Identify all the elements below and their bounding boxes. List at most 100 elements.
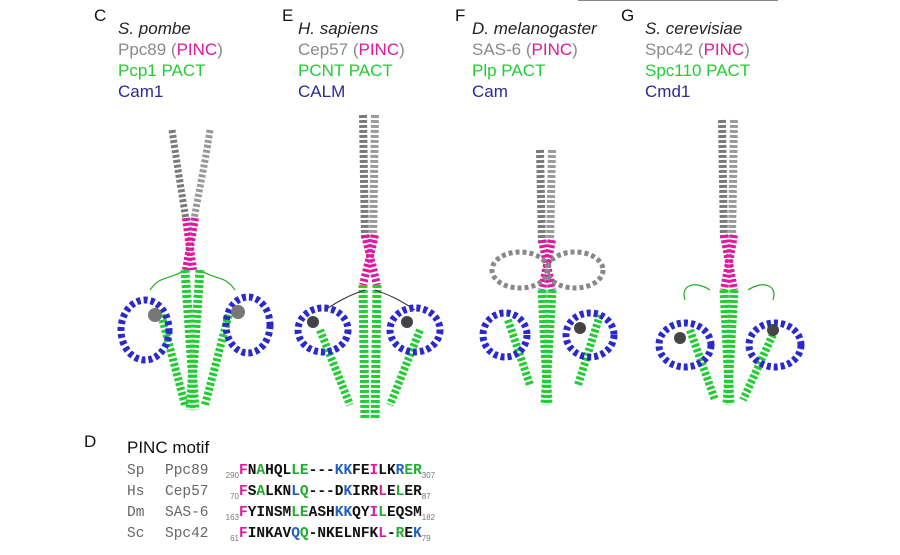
- residue: -: [386, 526, 396, 542]
- residue: K: [386, 463, 396, 479]
- residue: F: [239, 463, 248, 479]
- residue: L: [378, 484, 387, 500]
- residue: A: [273, 526, 283, 542]
- residue: N: [352, 526, 361, 542]
- calmodulin-label: Cam1: [118, 82, 164, 101]
- residue: -: [308, 526, 318, 542]
- residue: E: [299, 463, 309, 479]
- pact-label: Spc110 PACT: [645, 61, 751, 80]
- species-label: S. pombe: [118, 19, 191, 38]
- residue: R: [360, 484, 370, 500]
- species-code: Sp: [127, 463, 145, 479]
- end-residue-number: 87: [421, 492, 431, 501]
- partner-label: Ppc89 (PINC): [118, 40, 223, 59]
- residue: F: [239, 505, 248, 521]
- top-rule: [578, 0, 778, 1]
- residue: F: [239, 526, 248, 542]
- pact-label: PCNT PACT: [298, 61, 393, 80]
- residue: S: [317, 505, 327, 521]
- residue: R: [413, 463, 422, 479]
- residue: N: [265, 505, 274, 521]
- partner-label: Spc42 (PINC): [645, 40, 750, 59]
- residue: I: [369, 463, 379, 479]
- panel-letter: C: [94, 6, 107, 25]
- residue: E: [404, 526, 414, 542]
- species-code: Dm: [127, 505, 145, 521]
- end-residue-number: 182: [421, 513, 436, 522]
- start-residue-number: 70: [230, 492, 239, 501]
- species-code: Hs: [127, 484, 145, 500]
- residue: L: [291, 505, 300, 521]
- panel-c: C S. pombe Ppc89 (PINC) Pcp1 PACT Cam1: [0, 0, 274, 430]
- residue: A: [256, 463, 266, 479]
- residue: L: [265, 484, 274, 500]
- structure-model: [655, 119, 805, 406]
- alignment-title: PINC motif: [127, 438, 210, 457]
- residue: L: [378, 526, 387, 542]
- residue: A: [256, 484, 266, 500]
- residue: E: [404, 484, 414, 500]
- gene-name: SAS-6: [165, 505, 209, 521]
- residue: K: [343, 505, 353, 521]
- pact-label: Plp PACT: [472, 61, 546, 80]
- alignment-row: Hs Cep57 70FSALKNLQ---DKIRRLELER87: [127, 483, 431, 501]
- residue: S: [273, 505, 283, 521]
- start-residue-number: 163: [225, 513, 239, 522]
- gene-name: Cep57: [165, 484, 209, 500]
- panel-letter: G: [621, 6, 635, 25]
- residue: L: [291, 484, 300, 500]
- panel-f: F D. melanogaster SAS-6 (PINC) Plp PACT …: [450, 0, 625, 430]
- start-residue-number: 61: [230, 534, 239, 543]
- panel-letter: E: [282, 6, 294, 25]
- residue: -: [308, 463, 318, 479]
- residue: E: [299, 505, 309, 521]
- panel-letter: F: [455, 6, 466, 25]
- residue: K: [413, 526, 422, 542]
- residue: S: [247, 484, 257, 500]
- residue: I: [247, 526, 257, 542]
- residue: E: [360, 463, 370, 479]
- gene-name: Ppc89: [165, 463, 209, 479]
- residue: K: [265, 526, 274, 542]
- residue: E: [386, 505, 396, 521]
- residue: Q: [299, 484, 309, 500]
- residue: Q: [291, 526, 300, 542]
- residue: M: [282, 505, 292, 521]
- partner-label: Cep57 (PINC): [298, 40, 405, 59]
- residue: D: [334, 484, 344, 500]
- residue: L: [378, 505, 387, 521]
- residue: N: [247, 463, 257, 479]
- structure-model: [117, 129, 274, 411]
- residue: R: [395, 463, 405, 479]
- residue: Q: [273, 463, 283, 479]
- residue: A: [308, 505, 318, 521]
- calmodulin-label: CALM: [298, 82, 346, 101]
- start-residue-number: 290: [225, 471, 239, 480]
- residue: K: [273, 484, 283, 500]
- structure-model: [294, 114, 444, 421]
- residue: I: [369, 505, 379, 521]
- residue: K: [334, 463, 344, 479]
- residue: L: [282, 463, 292, 479]
- residue: -: [326, 463, 335, 479]
- residue: R: [369, 484, 379, 500]
- residue: H: [265, 463, 274, 479]
- residue: K: [343, 484, 353, 500]
- residue: R: [395, 526, 405, 542]
- panel-e: E H. sapiens Cep57 (PINC) PCNT PACT CALM: [225, 0, 450, 430]
- residue: H: [326, 505, 335, 521]
- residue: L: [291, 463, 300, 479]
- partner-label: SAS-6 (PINC): [472, 40, 578, 59]
- residue: -: [308, 484, 318, 500]
- residue: -: [317, 463, 327, 479]
- residue: Q: [395, 505, 405, 521]
- residue: N: [256, 526, 266, 542]
- residue: -: [326, 484, 335, 500]
- residue: N: [282, 484, 292, 500]
- residue: K: [334, 505, 344, 521]
- residue: I: [352, 484, 361, 500]
- residue: N: [317, 526, 327, 542]
- residue: F: [360, 526, 370, 542]
- residue: -: [317, 484, 327, 500]
- residue: L: [343, 526, 353, 542]
